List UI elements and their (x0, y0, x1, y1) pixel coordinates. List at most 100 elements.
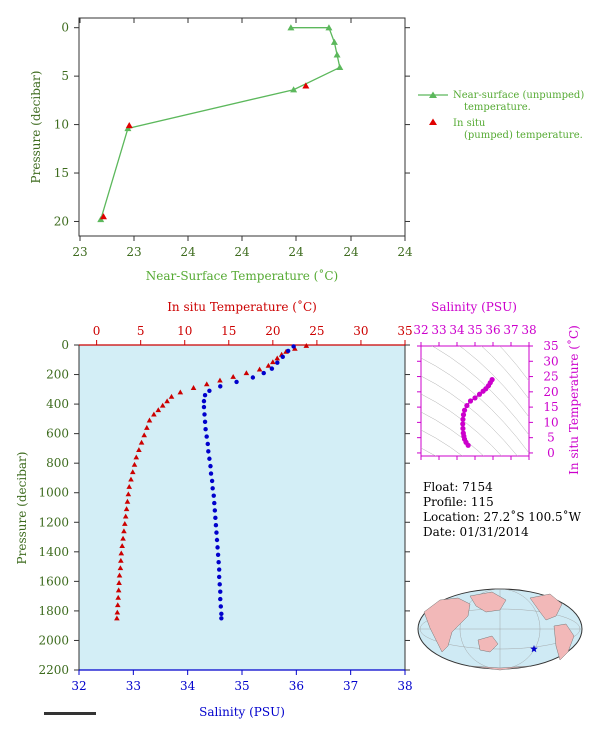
temperature-point (114, 602, 121, 608)
salinity-point (215, 552, 221, 557)
ts-x-label: Salinity (PSU) (431, 300, 517, 314)
temperature-point (122, 520, 128, 526)
temperature-point (203, 381, 210, 387)
salinity-tick-label: 37 (343, 679, 358, 693)
land-south-america (553, 623, 575, 661)
salinity-point (291, 344, 296, 349)
temperature-point (133, 454, 140, 460)
ts-point (460, 425, 466, 432)
salinity-point (202, 393, 208, 398)
legend-pumped-label: In situ (pumped) temperature. (453, 118, 583, 141)
ts-y-tick-label: 35 (543, 339, 558, 353)
temperature-point (124, 498, 131, 504)
ts-x-tick-label: 36 (485, 323, 500, 337)
temperature-point (230, 373, 236, 379)
ts-point (476, 391, 483, 397)
temperature-tick-label: 15 (221, 324, 236, 338)
ts-point (460, 421, 466, 427)
salinity-tick-label: 33 (126, 679, 141, 693)
ts-y-label: In situ Temperature (˚C) (566, 325, 581, 475)
temperature-axis-label: In situ Temperature (˚C) (167, 299, 317, 314)
temperature-tick-label: 25 (309, 324, 324, 338)
salinity-point (218, 596, 223, 602)
temperature-point (123, 506, 130, 512)
salinity-point (201, 404, 207, 410)
salinity-point (280, 354, 285, 360)
ts-density-contour (421, 447, 437, 456)
profile-y-tick-label: 1200 (38, 515, 69, 529)
ts-x-tick-label: 35 (467, 323, 482, 337)
near-surface-x-tick-label: 24 (343, 245, 359, 259)
salinity-point (216, 567, 222, 572)
unpumped-temperature-point (336, 63, 344, 71)
ts-y-tick-label: 20 (543, 385, 558, 399)
float-location: Location: 27.2˚S 100.5˚W (423, 509, 582, 524)
salinity-point (261, 370, 266, 376)
salinity-tick-label: 32 (71, 679, 86, 693)
profile-y-label: Pressure (decibar) (15, 452, 29, 565)
pumped-temperature-point (125, 122, 133, 129)
salinity-point (201, 398, 207, 404)
ts-point (464, 402, 470, 409)
salinity-point (218, 589, 223, 594)
legend-unpumped-label: Near-surface (unpumped) temperature. (453, 90, 587, 113)
unpumped-temperature-point (333, 51, 341, 58)
land-antarctica (469, 665, 531, 671)
temperature-point (270, 359, 276, 365)
temperature-point (292, 345, 298, 351)
float-info: Float: 7154 Profile: 115 Location: 27.2˚… (423, 480, 582, 539)
temperature-point (164, 398, 170, 404)
salinity-tick-label: 36 (289, 679, 304, 693)
temperature-point (114, 615, 120, 621)
temperature-point (141, 432, 147, 438)
near-surface-x-tick-label: 24 (288, 245, 304, 259)
temperature-point (121, 528, 127, 534)
salinity-point (209, 478, 215, 484)
ts-density-contour (421, 357, 529, 454)
salinity-point (208, 463, 213, 469)
ts-y-tick-label: 5 (547, 431, 555, 445)
salinity-point (234, 379, 239, 385)
ts-density-contour (459, 346, 529, 418)
profile-y-tick-label: 1800 (38, 604, 69, 618)
temperature-point (131, 461, 138, 467)
temperature-point (125, 491, 132, 497)
temperature-point (118, 557, 124, 563)
temperature-point (126, 484, 133, 489)
ts-x-tick-label: 37 (503, 323, 518, 337)
profile-date: Date: 01/31/2014 (423, 525, 529, 539)
salinity-point (206, 449, 211, 454)
temperature-tick-label: 5 (137, 324, 145, 338)
profile-y-tick-label: 0 (61, 338, 69, 352)
profile-plot-area (78, 344, 406, 671)
temperature-point (119, 543, 125, 549)
temperature-point (122, 513, 129, 519)
salinity-point (216, 559, 221, 565)
salinity-point (214, 537, 220, 543)
salinity-point (250, 375, 256, 380)
near-surface-y-tick-label: 15 (54, 166, 69, 180)
salinity-point (217, 582, 222, 587)
ts-density-contour (421, 411, 485, 456)
salinity-point (218, 604, 224, 609)
temperature-point (138, 439, 145, 445)
ts-point (460, 412, 467, 418)
float-position-star (530, 645, 538, 653)
temperature-tick-label: 30 (353, 324, 368, 338)
pumped-temperature-point (302, 82, 310, 89)
near-surface-x-tick-label: 23 (126, 245, 141, 259)
temperature-point (155, 407, 162, 413)
temperature-point (115, 594, 122, 600)
salinity-point (275, 360, 280, 365)
world-map (417, 588, 583, 671)
float-number: Float: 7154 (423, 480, 493, 494)
profile-number: Profile: 115 (423, 495, 494, 509)
salinity-point (219, 616, 224, 621)
salinity-tick-label: 35 (234, 679, 249, 693)
near-surface-y-tick-label: 10 (54, 118, 69, 132)
salinity-point (203, 427, 208, 432)
salinity-point (213, 523, 219, 528)
near-surface-legend: Near-surface (unpumped) temperature. In … (418, 90, 587, 141)
salinity-point (285, 348, 291, 354)
